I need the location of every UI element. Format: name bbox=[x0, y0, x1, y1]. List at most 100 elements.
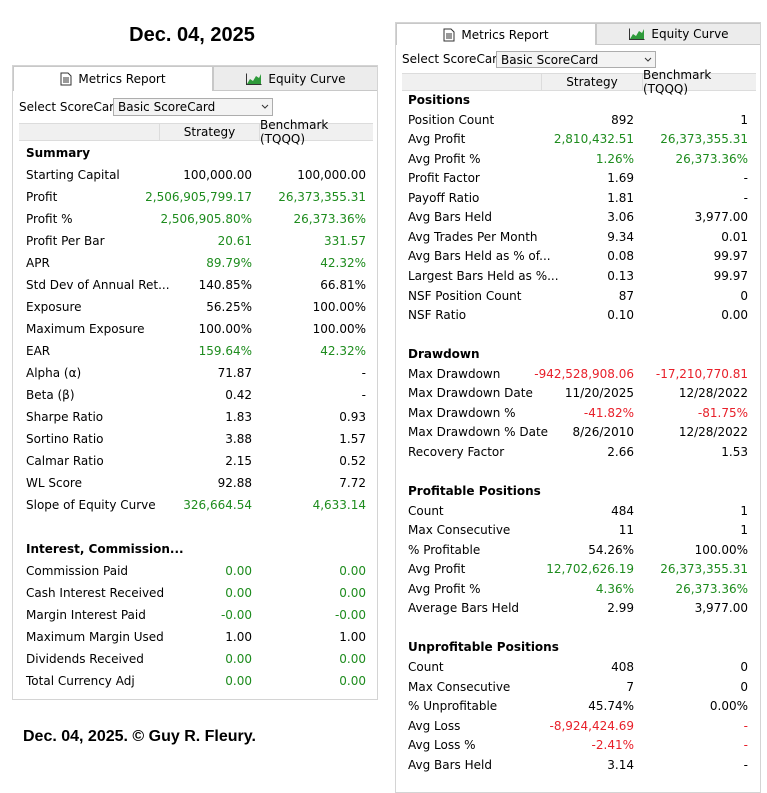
metric-label: Max Consecutive bbox=[408, 679, 511, 694]
tab[interactable]: Equity Curve bbox=[213, 66, 377, 91]
strategy-value: 0.42 bbox=[225, 388, 252, 402]
benchmark-value: 0 bbox=[740, 679, 748, 694]
dropdown-value: Basic ScoreCard bbox=[501, 52, 599, 67]
scorecard-dropdown[interactable]: Basic ScoreCard bbox=[113, 98, 273, 116]
select-label: Select ScoreCard: bbox=[19, 100, 126, 114]
tab[interactable]: Metrics Report bbox=[396, 23, 596, 45]
section-title: Profitable Positions bbox=[408, 484, 541, 498]
tab-label: Equity Curve bbox=[651, 27, 729, 41]
benchmark-value: 331.57 bbox=[324, 234, 366, 248]
metric-label: Maximum Exposure bbox=[26, 322, 145, 336]
strategy-value: 326,664.54 bbox=[183, 498, 252, 512]
benchmark-value: 1 bbox=[740, 503, 748, 518]
strategy-value: 4.36% bbox=[595, 581, 634, 596]
benchmark-value: 0.93 bbox=[339, 410, 366, 424]
metrics-panel: Metrics Report Equity Curve Select ScoreCa… bbox=[395, 22, 761, 793]
strategy-value: 2,810,432.51 bbox=[553, 132, 634, 147]
metric-label: Starting Capital bbox=[26, 168, 120, 182]
metric-label: Avg Loss bbox=[408, 718, 461, 733]
benchmark-value: 100.00% bbox=[694, 542, 748, 557]
metric-label: Count bbox=[408, 659, 444, 674]
metric-label: WL Score bbox=[26, 476, 82, 490]
benchmark-value: 100.00% bbox=[312, 300, 366, 314]
metric-label: Sharpe Ratio bbox=[26, 410, 104, 424]
strategy-value: 87 bbox=[618, 288, 634, 303]
benchmark-value: 26,373.36% bbox=[293, 212, 366, 226]
metric-label: Alpha (α) bbox=[26, 366, 82, 380]
strategy-value: 3.06 bbox=[607, 210, 634, 225]
strategy-value: 2.66 bbox=[607, 444, 634, 459]
benchmark-value: - bbox=[361, 388, 366, 402]
metric-label: Avg Bars Held bbox=[408, 757, 492, 772]
benchmark-value: 0.00% bbox=[709, 699, 748, 714]
benchmark-value: - bbox=[743, 718, 748, 733]
strategy-value: -8,924,424.69 bbox=[549, 718, 635, 733]
benchmark-value: 26,373,355.31 bbox=[660, 562, 748, 577]
metric-label: Beta (β) bbox=[26, 388, 75, 402]
metric-label: Margin Interest Paid bbox=[26, 608, 146, 622]
strategy-value: 2,506,905,799.17 bbox=[145, 190, 252, 204]
strategy-value: 20.61 bbox=[217, 234, 252, 248]
column-header: Benchmark (TQQQ) bbox=[259, 118, 373, 146]
benchmark-value: 12/28/2022 bbox=[678, 425, 748, 440]
metric-label: APR bbox=[26, 256, 50, 270]
metric-label: Sortino Ratio bbox=[26, 432, 104, 446]
tab[interactable]: Equity Curve bbox=[596, 23, 760, 45]
metric-label: Max Drawdown bbox=[408, 366, 501, 381]
benchmark-value: 1.57 bbox=[339, 432, 366, 446]
dropdown-value: Basic ScoreCard bbox=[118, 100, 216, 114]
strategy-value: 56.25% bbox=[206, 300, 252, 314]
tab-label: Metrics Report bbox=[461, 27, 549, 42]
tab[interactable]: Metrics Report bbox=[13, 66, 213, 91]
strategy-value: 2.99 bbox=[607, 601, 634, 616]
metric-label: Avg Profit bbox=[408, 562, 466, 577]
metric-label: Slope of Equity Curve bbox=[26, 498, 156, 512]
benchmark-value: 1 bbox=[740, 112, 748, 127]
benchmark-value: 7.72 bbox=[339, 476, 366, 490]
metric-label: Std Dev of Annual Ret... bbox=[26, 278, 170, 292]
strategy-value: 1.83 bbox=[225, 410, 252, 424]
strategy-value: 0.00 bbox=[225, 586, 252, 600]
strategy-value: -942,528,908.06 bbox=[534, 366, 634, 381]
metric-label: Avg Profit bbox=[408, 132, 466, 147]
metric-label: Avg Loss % bbox=[408, 738, 476, 753]
benchmark-value: 66.81% bbox=[320, 278, 366, 292]
benchmark-value: 0.00 bbox=[339, 652, 366, 666]
equity-icon bbox=[246, 73, 262, 85]
strategy-value: 2,506,905.80% bbox=[160, 212, 252, 226]
metric-label: Payoff Ratio bbox=[408, 190, 480, 205]
benchmark-value: -0.00 bbox=[334, 608, 366, 622]
benchmark-value: 3,977.00 bbox=[694, 601, 748, 616]
strategy-value: 0.08 bbox=[607, 249, 634, 264]
metric-label: Count bbox=[408, 503, 444, 518]
benchmark-value: - bbox=[743, 757, 748, 772]
scorecard-dropdown[interactable]: Basic ScoreCard bbox=[496, 51, 656, 68]
benchmark-value: - bbox=[743, 738, 748, 753]
metrics-panel: Metrics Report Equity Curve Select ScoreCa… bbox=[12, 65, 378, 700]
strategy-value: 3.14 bbox=[607, 757, 634, 772]
strategy-value: -2.41% bbox=[591, 738, 634, 753]
benchmark-value: - bbox=[361, 366, 366, 380]
metric-label: Dividends Received bbox=[26, 652, 144, 666]
benchmark-value: 0.00 bbox=[339, 564, 366, 578]
strategy-value: 71.87 bbox=[217, 366, 252, 380]
column-header: Strategy bbox=[541, 74, 642, 90]
strategy-value: 0.00 bbox=[225, 564, 252, 578]
metric-label: Max Consecutive bbox=[408, 523, 511, 538]
metric-label: Maximum Margin Used bbox=[26, 630, 164, 644]
benchmark-value: 99.97 bbox=[713, 249, 748, 264]
benchmark-value: 0.00 bbox=[721, 308, 748, 323]
benchmark-value: -81.75% bbox=[697, 405, 748, 420]
strategy-value: -0.00 bbox=[220, 608, 252, 622]
benchmark-value: 26,373.36% bbox=[675, 151, 748, 166]
table-header: Strategy Benchmark (TQQQ) bbox=[402, 68, 756, 96]
metric-label: Profit Factor bbox=[408, 171, 480, 186]
benchmark-value: 26,373.36% bbox=[675, 581, 748, 596]
benchmark-value: 100.00% bbox=[312, 322, 366, 336]
strategy-value: 0.00 bbox=[225, 674, 252, 688]
benchmark-value: 0.01 bbox=[721, 229, 748, 244]
section-title: Drawdown bbox=[408, 347, 480, 362]
strategy-value: 0.10 bbox=[607, 308, 634, 323]
equity-icon bbox=[629, 28, 645, 40]
